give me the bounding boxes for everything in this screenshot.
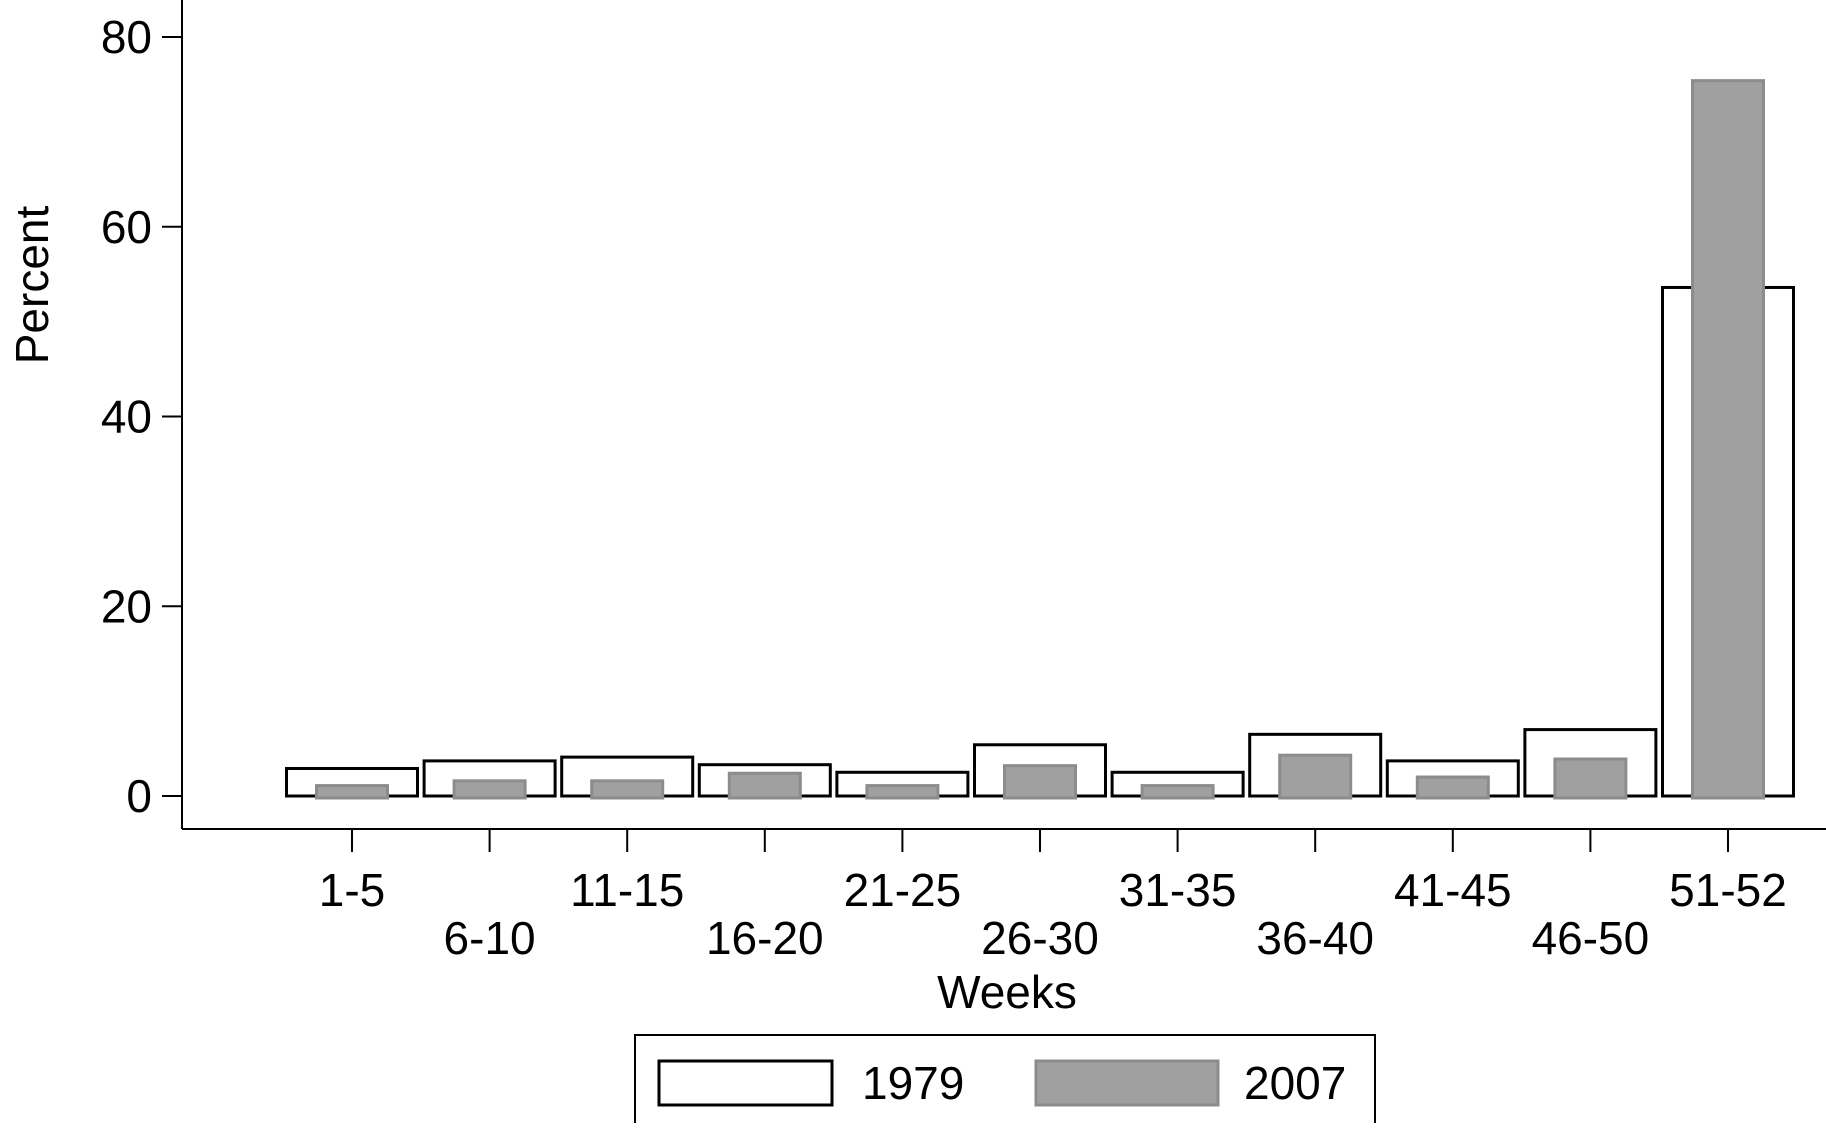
bar-2007 <box>590 779 665 800</box>
legend-label-1979: 1979 <box>862 1057 964 1109</box>
y-tick-label: 80 <box>101 11 152 63</box>
x-tick-label: 16-20 <box>706 912 824 964</box>
bar-2007 <box>315 784 389 800</box>
y-tick-label: 60 <box>101 201 152 253</box>
legend-swatch-1979 <box>657 1059 834 1107</box>
legend-label-2007: 2007 <box>1244 1057 1346 1109</box>
x-tick-label: 6-10 <box>444 912 536 964</box>
x-tick-label: 51-52 <box>1669 864 1787 916</box>
bar-2007 <box>1278 753 1353 800</box>
bar-1979 <box>285 766 419 798</box>
x-tick-label: 11-15 <box>570 864 684 916</box>
bar-2007 <box>865 784 940 800</box>
bar-2007 <box>1415 775 1490 800</box>
bar-2007 <box>727 771 802 800</box>
x-tick-label: 41-45 <box>1394 864 1512 916</box>
axes <box>162 0 1826 852</box>
legend-swatch-2007 <box>1034 1059 1220 1107</box>
y-tick-label: 40 <box>101 391 152 443</box>
series-2007-bars <box>315 79 1765 800</box>
y-tick-label: 20 <box>101 580 152 632</box>
x-tick-label: 36-40 <box>1256 912 1374 964</box>
bar-2007 <box>1003 764 1077 800</box>
x-tick-label: 26-30 <box>981 912 1099 964</box>
legend: 1979 2007 <box>634 1034 1376 1128</box>
x-axis-label: Weeks <box>937 966 1077 1018</box>
bar-2007 <box>1691 79 1765 800</box>
x-tick-labels: 1-5 6-10 11-15 16-20 21-25 26-30 31-35 36-40 41-… <box>319 864 1787 964</box>
y-tick-label: 0 <box>126 770 152 822</box>
bar-2007 <box>1553 757 1628 800</box>
series-1979-bars <box>285 285 1795 798</box>
x-tick-label: 1-5 <box>319 864 385 916</box>
x-tick-label: 31-35 <box>1119 864 1237 916</box>
bar-2007 <box>1140 784 1215 800</box>
y-tick-labels: 0 20 40 60 80 <box>101 11 152 822</box>
x-tick-label: 46-50 <box>1532 912 1650 964</box>
bar-2007 <box>452 779 527 800</box>
y-axis-label: Percent <box>6 206 58 365</box>
x-tick-label: 21-25 <box>844 864 962 916</box>
